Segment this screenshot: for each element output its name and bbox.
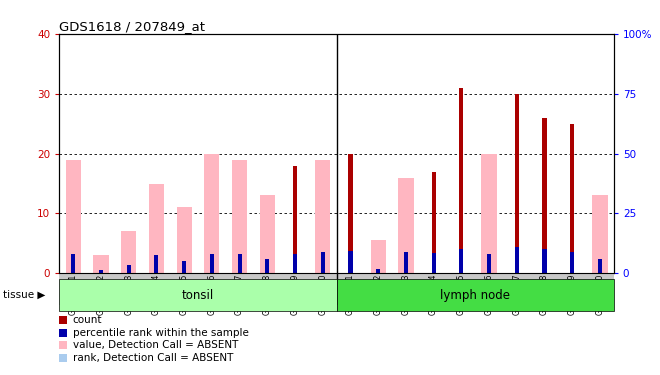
Bar bbox=[598, 259, 602, 273]
Bar bbox=[598, 259, 602, 273]
Bar bbox=[238, 254, 242, 273]
Text: GSM51375: GSM51375 bbox=[457, 274, 466, 315]
Bar bbox=[293, 165, 297, 273]
Text: GSM51383: GSM51383 bbox=[124, 274, 133, 315]
Bar bbox=[127, 265, 131, 273]
Text: GSM51390: GSM51390 bbox=[318, 274, 327, 315]
Text: GSM51382: GSM51382 bbox=[96, 274, 106, 315]
Bar bbox=[265, 259, 269, 273]
Bar bbox=[321, 252, 325, 273]
Bar bbox=[182, 261, 186, 273]
Text: GSM51373: GSM51373 bbox=[401, 274, 411, 315]
Text: value, Detection Call = ABSENT: value, Detection Call = ABSENT bbox=[73, 340, 238, 350]
Bar bbox=[487, 254, 491, 273]
Bar bbox=[481, 153, 497, 273]
Text: GSM51387: GSM51387 bbox=[235, 274, 244, 315]
Bar bbox=[370, 240, 386, 273]
Bar bbox=[404, 252, 408, 273]
Bar bbox=[148, 183, 164, 273]
Bar bbox=[459, 88, 463, 273]
Bar bbox=[232, 159, 248, 273]
Bar bbox=[210, 254, 214, 273]
Bar bbox=[321, 252, 325, 273]
Text: count: count bbox=[73, 315, 102, 326]
Bar bbox=[592, 195, 608, 273]
Bar bbox=[210, 254, 214, 273]
Text: GSM51378: GSM51378 bbox=[540, 274, 549, 315]
Bar bbox=[432, 171, 436, 273]
Bar bbox=[99, 270, 103, 273]
Bar bbox=[293, 254, 297, 273]
Bar bbox=[176, 207, 192, 273]
Text: GSM51379: GSM51379 bbox=[568, 274, 577, 315]
Text: tissue ▶: tissue ▶ bbox=[3, 290, 46, 300]
Text: GSM51381: GSM51381 bbox=[69, 274, 78, 315]
Bar bbox=[543, 118, 546, 273]
Bar bbox=[71, 254, 75, 273]
Bar bbox=[71, 254, 75, 273]
Bar bbox=[404, 252, 408, 273]
Bar bbox=[259, 195, 275, 273]
Bar bbox=[348, 251, 352, 273]
Text: GSM51377: GSM51377 bbox=[512, 274, 521, 315]
Bar bbox=[515, 247, 519, 273]
Text: lymph node: lymph node bbox=[440, 289, 510, 302]
Text: GSM51386: GSM51386 bbox=[207, 274, 216, 315]
Bar bbox=[398, 177, 414, 273]
Bar bbox=[182, 261, 186, 273]
Bar bbox=[376, 268, 380, 273]
Bar bbox=[121, 231, 137, 273]
Bar bbox=[127, 265, 131, 273]
Bar bbox=[204, 153, 220, 273]
Text: GSM51389: GSM51389 bbox=[290, 274, 300, 315]
Text: GSM51372: GSM51372 bbox=[374, 274, 383, 315]
Bar bbox=[93, 255, 109, 273]
Text: GSM51384: GSM51384 bbox=[152, 274, 161, 315]
Bar bbox=[315, 159, 331, 273]
Bar bbox=[154, 255, 158, 273]
Bar bbox=[265, 259, 269, 273]
Bar bbox=[570, 124, 574, 273]
Text: tonsil: tonsil bbox=[182, 289, 214, 302]
Text: rank, Detection Call = ABSENT: rank, Detection Call = ABSENT bbox=[73, 352, 233, 363]
Text: GSM51371: GSM51371 bbox=[346, 274, 355, 315]
Bar bbox=[570, 252, 574, 273]
Bar bbox=[459, 249, 463, 273]
Bar bbox=[99, 270, 103, 273]
Bar bbox=[432, 253, 436, 273]
Text: percentile rank within the sample: percentile rank within the sample bbox=[73, 328, 248, 338]
Bar bbox=[154, 255, 158, 273]
Text: GSM51374: GSM51374 bbox=[429, 274, 438, 315]
Bar bbox=[487, 254, 491, 273]
Bar bbox=[376, 268, 380, 273]
Text: GSM51376: GSM51376 bbox=[484, 274, 494, 315]
Bar bbox=[65, 159, 81, 273]
Text: GSM51385: GSM51385 bbox=[180, 274, 189, 315]
Text: GSM51388: GSM51388 bbox=[263, 274, 272, 315]
Bar bbox=[348, 153, 352, 273]
Bar bbox=[515, 94, 519, 273]
Bar bbox=[543, 249, 546, 273]
Text: GDS1618 / 207849_at: GDS1618 / 207849_at bbox=[59, 20, 205, 33]
Text: GSM51380: GSM51380 bbox=[595, 274, 605, 315]
Bar bbox=[238, 254, 242, 273]
